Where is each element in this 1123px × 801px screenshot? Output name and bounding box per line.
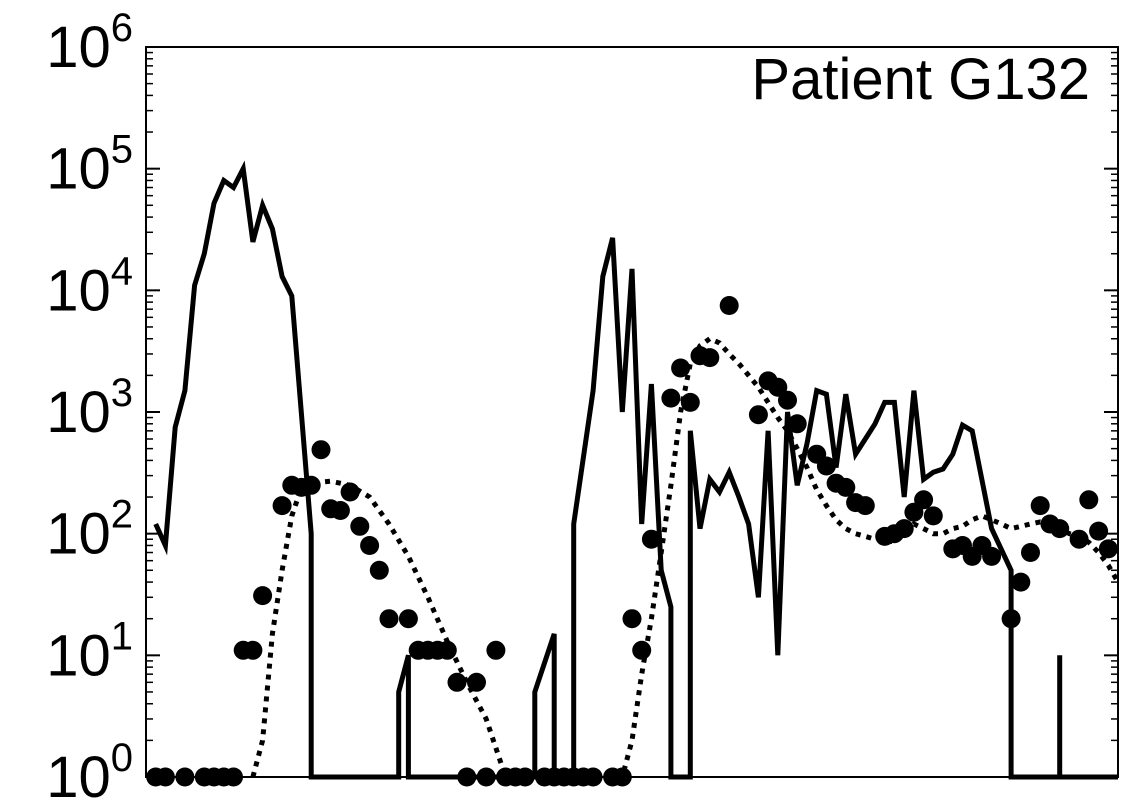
data-point: [243, 640, 263, 660]
data-point: [914, 490, 934, 510]
y-tick-base: 10: [46, 137, 111, 202]
y-tick-label: 105: [46, 128, 133, 202]
series-markers: [146, 296, 1118, 787]
data-point: [1021, 543, 1040, 562]
data-point: [816, 456, 836, 476]
data-point: [369, 560, 389, 580]
y-tick-exponent: 6: [111, 6, 133, 50]
data-point: [1079, 490, 1099, 510]
data-point: [787, 414, 807, 434]
data-point: [1011, 572, 1031, 592]
data-point: [1098, 539, 1118, 559]
data-point: [340, 482, 360, 502]
data-point: [923, 506, 943, 526]
data-point: [622, 609, 642, 629]
data-point: [1001, 609, 1021, 629]
data-point: [632, 640, 652, 660]
data-point: [447, 672, 467, 692]
data-point: [1030, 496, 1050, 516]
y-tick-exponent: 2: [111, 493, 133, 537]
data-point: [768, 377, 788, 397]
data-point: [719, 296, 739, 315]
data-point: [330, 501, 350, 520]
data-point: [661, 388, 681, 408]
chart-annotation: Patient G132: [751, 47, 1090, 112]
data-point: [982, 546, 1002, 566]
y-tick-base: 10: [46, 380, 111, 445]
tick-layer: [146, 46, 1118, 778]
y-tick-label: 106: [46, 6, 133, 80]
data-point: [350, 516, 370, 536]
y-tick-exponent: 0: [111, 736, 133, 780]
series-layer: [146, 160, 1121, 787]
data-point: [1089, 521, 1109, 541]
y-tick-exponent: 4: [111, 249, 133, 293]
y-tick-label: 101: [46, 614, 133, 688]
data-point: [680, 392, 700, 412]
data-point: [855, 496, 875, 516]
y-tick-base: 10: [46, 502, 111, 567]
data-point: [272, 496, 292, 516]
data-point: [360, 536, 380, 555]
data-point: [836, 477, 856, 497]
data-point: [1069, 529, 1089, 549]
y-tick-exponent: 3: [111, 371, 133, 415]
y-tick-exponent: 1: [111, 614, 133, 658]
data-point: [253, 586, 273, 606]
data-point: [671, 358, 691, 378]
data-point: [379, 609, 399, 629]
y-tick-label: 103: [46, 371, 133, 445]
data-point: [778, 390, 797, 410]
data-point: [700, 348, 720, 368]
data-point: [486, 640, 506, 660]
data-point: [641, 529, 661, 549]
y-tick-base: 10: [46, 623, 111, 688]
y-tick-exponent: 5: [111, 128, 133, 172]
data-point: [1050, 519, 1070, 539]
y-tick-base: 10: [46, 745, 111, 801]
data-point: [748, 405, 768, 425]
data-point: [301, 475, 321, 495]
series-dotted: [250, 335, 1121, 780]
dotted-series-line: [250, 335, 1121, 780]
y-tick-label: 102: [46, 493, 133, 567]
y-tick-label: 104: [46, 249, 133, 323]
data-point: [398, 609, 418, 629]
y-tick-base: 10: [46, 15, 111, 80]
y-tick-label: 100: [46, 736, 133, 801]
data-point: [894, 519, 914, 539]
data-point: [437, 640, 457, 660]
data-point: [467, 672, 486, 692]
data-point: [311, 440, 331, 460]
y-tick-base: 10: [46, 258, 111, 323]
